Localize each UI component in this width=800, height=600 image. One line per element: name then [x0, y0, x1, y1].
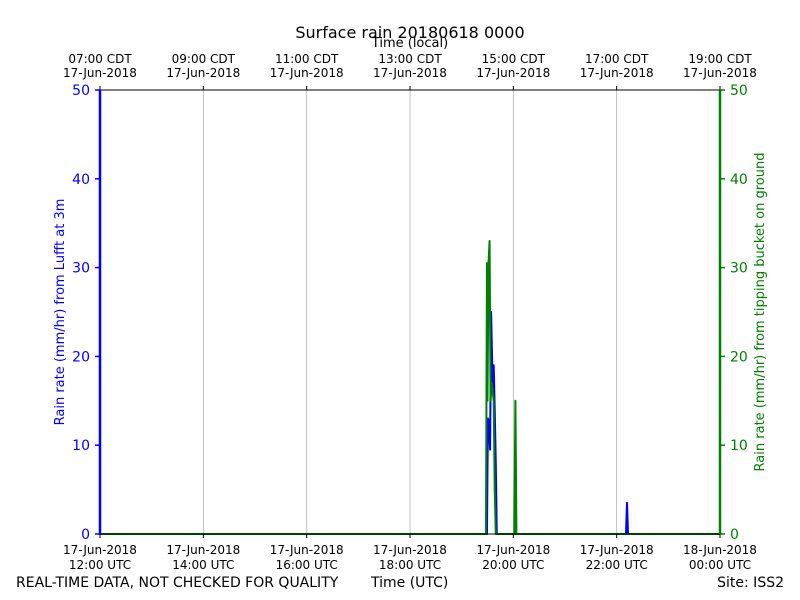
- x-tick-label-bottom-time: 12:00 UTC: [69, 558, 131, 572]
- y-tick-label-right: 0: [730, 527, 739, 543]
- x-tick-label-bottom-time: 14:00 UTC: [172, 558, 234, 572]
- x-tick-label-top-time: 07:00 CDT: [68, 52, 132, 66]
- x-tick-label-bottom-date: 18-Jun-2018: [683, 543, 757, 557]
- x-tick-label-top-date: 17-Jun-2018: [270, 66, 344, 80]
- y-tick-label-left: 20: [72, 349, 90, 365]
- x-tick-label-top-date: 17-Jun-2018: [683, 66, 757, 80]
- y-tick-label-right: 10: [730, 438, 748, 454]
- x-tick-label-top-time: 15:00 CDT: [482, 52, 546, 66]
- x-tick-label-bottom-date: 17-Jun-2018: [63, 543, 137, 557]
- grid-lines: [99, 90, 721, 534]
- x-tick-label-top-time: 11:00 CDT: [275, 52, 339, 66]
- y-tick-label-right: 50: [730, 83, 748, 99]
- y-tick-label-right: 40: [730, 172, 748, 188]
- y-axis-label-right: Rain rate (mm/hr) from tipping bucket on…: [753, 153, 768, 472]
- x-tick-label-bottom-date: 17-Jun-2018: [476, 543, 550, 557]
- x-tick-label-bottom-date: 17-Jun-2018: [270, 543, 344, 557]
- top-axis-label: Time (local): [371, 36, 448, 51]
- y-tick-label-right: 30: [730, 261, 748, 277]
- y-tick-label-right: 20: [730, 349, 748, 365]
- y-tick-label-left: 30: [72, 261, 90, 277]
- y-tick-label-left: 0: [81, 527, 90, 543]
- x-axis-label: Time (UTC): [371, 575, 449, 591]
- x-tick-label-bottom-date: 17-Jun-2018: [373, 543, 447, 557]
- quality-disclaimer: REAL-TIME DATA, NOT CHECKED FOR QUALITY: [16, 575, 339, 591]
- chart-title: Surface rain 20180618 0000: [295, 23, 524, 42]
- x-tick-label-top-date: 17-Jun-2018: [476, 66, 550, 80]
- x-tick-label-bottom-time: 22:00 UTC: [586, 558, 648, 572]
- series-layer: [100, 239, 720, 535]
- x-tick-label-bottom-date: 17-Jun-2018: [580, 543, 654, 557]
- x-tick-label-top-date: 17-Jun-2018: [373, 66, 447, 80]
- x-tick-label-top-time: 17:00 CDT: [585, 52, 649, 66]
- x-tick-label-top-date: 17-Jun-2018: [580, 66, 654, 80]
- y-tick-label-left: 50: [72, 83, 90, 99]
- x-tick-label-top-time: 09:00 CDT: [172, 52, 236, 66]
- series-line-lufft: [100, 311, 720, 535]
- x-tick-label-top-date: 17-Jun-2018: [63, 66, 137, 80]
- x-tick-label-bottom-time: 00:00 UTC: [689, 558, 751, 572]
- x-tick-label-top-date: 17-Jun-2018: [166, 66, 240, 80]
- x-tick-label-bottom-time: 20:00 UTC: [482, 558, 544, 572]
- x-tick-label-bottom-date: 17-Jun-2018: [166, 543, 240, 557]
- y-tick-label-left: 10: [72, 438, 90, 454]
- x-tick-label-top-time: 19:00 CDT: [688, 52, 752, 66]
- y-axis-label-left: Rain rate (mm/hr) from Lufft at 3m: [53, 199, 68, 426]
- x-tick-label-bottom-time: 16:00 UTC: [276, 558, 338, 572]
- x-tick-label-top-time: 13:00 CDT: [378, 52, 442, 66]
- x-tick-label-bottom-time: 18:00 UTC: [379, 558, 441, 572]
- site-label: Site: ISS2: [717, 575, 784, 591]
- y-tick-label-left: 40: [72, 172, 90, 188]
- series-line-tipping-bucket: [100, 239, 720, 535]
